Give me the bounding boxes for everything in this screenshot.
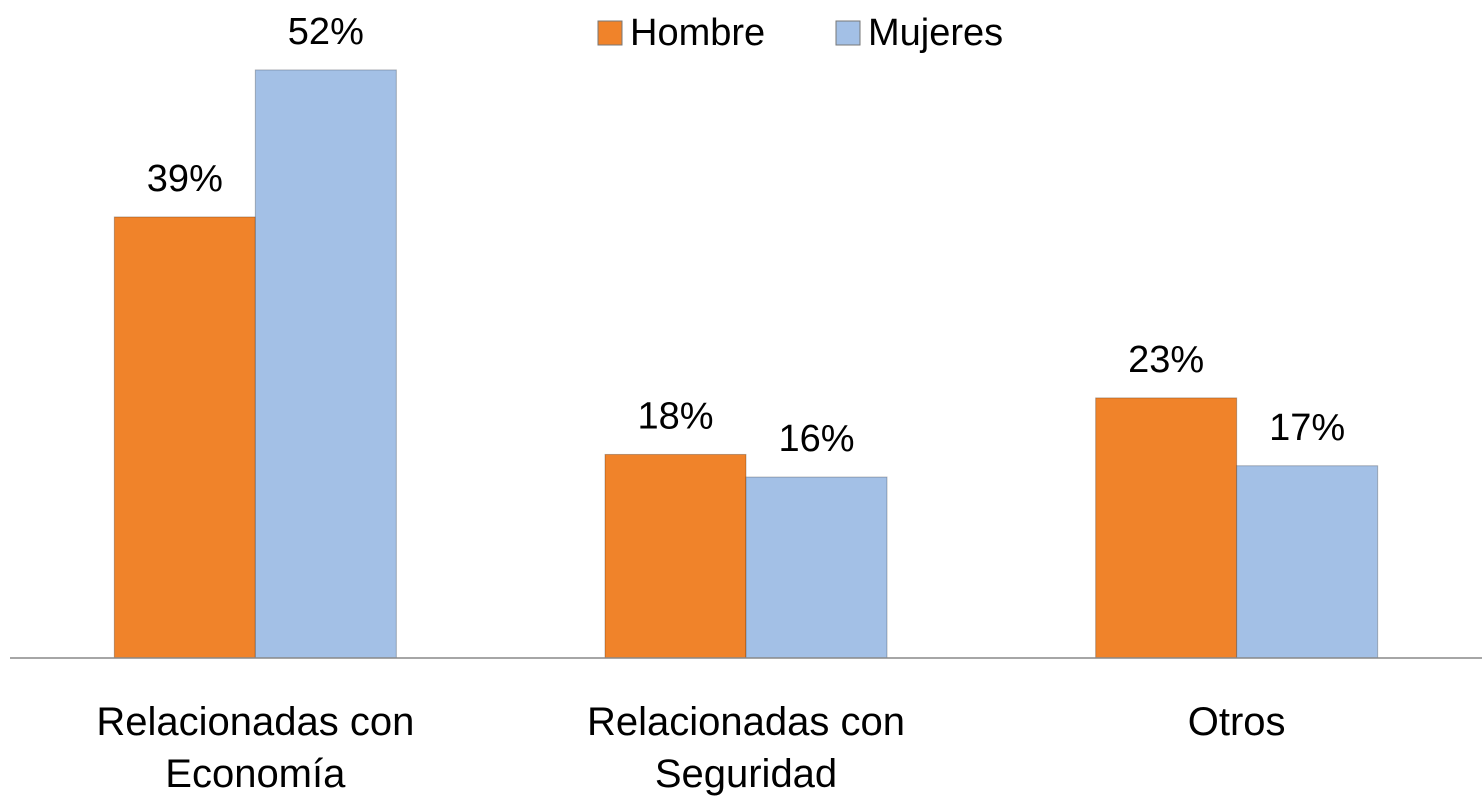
bar — [1095, 397, 1238, 659]
bar — [113, 216, 256, 659]
bar — [745, 476, 888, 659]
legend-label: Hombre — [630, 12, 765, 54]
bar — [604, 453, 747, 659]
x-tick-label: Otros — [1187, 700, 1286, 744]
bar — [1236, 465, 1379, 659]
data-label: 16% — [778, 418, 854, 460]
x-tick-label: Relacionadas con Economía — [96, 700, 415, 796]
data-label: 17% — [1269, 407, 1345, 449]
bar — [254, 69, 397, 659]
legend-swatch — [835, 20, 861, 46]
data-label: 52% — [288, 11, 364, 53]
legend-label: Mujeres — [868, 12, 1003, 54]
legend-swatch — [597, 20, 623, 46]
data-label: 23% — [1128, 339, 1204, 381]
data-label: 18% — [637, 395, 713, 437]
x-tick-label: Relacionadas con Seguridad — [587, 700, 905, 796]
data-label: 39% — [147, 158, 223, 200]
